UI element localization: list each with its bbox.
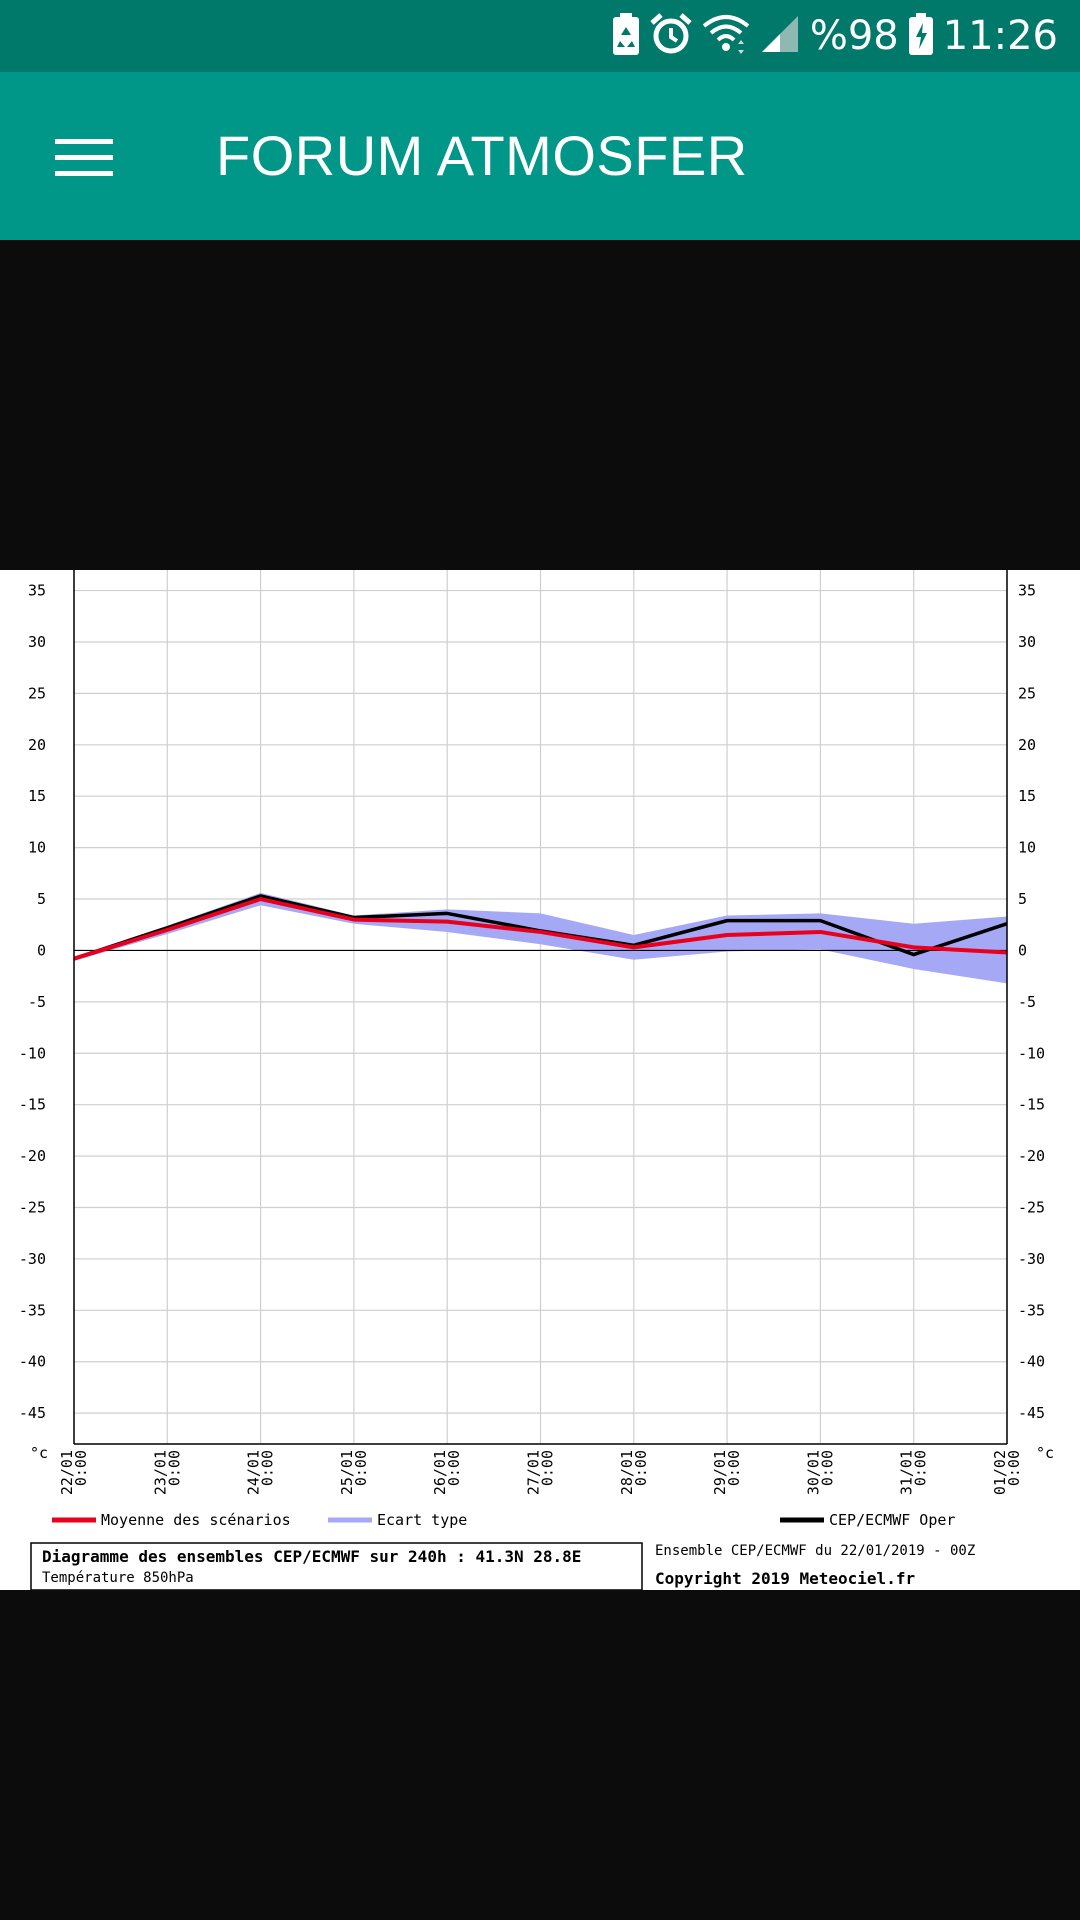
y-tick-right-15: -40 [1018,1353,1045,1371]
status-bar: %98 11:26 [0,0,1080,72]
battery-percentage: %98 [809,13,899,59]
x-tick-date-5: 27/01 [525,1450,543,1495]
x-tick-date-6: 28/01 [618,1450,636,1495]
y-tick-left-12: -25 [19,1199,46,1217]
y-tick-right-8: -5 [1018,993,1036,1011]
menu-button[interactable] [38,112,130,204]
y-tick-right-14: -35 [1018,1301,1045,1319]
battery-charging-icon [908,12,933,60]
ecart-type-band [74,892,1007,984]
y-tick-left-9: -10 [19,1044,46,1062]
x-tick-time-6: 0:00 [632,1450,650,1486]
signal-icon [760,14,800,59]
x-tick-time-3: 0:00 [352,1450,370,1486]
y-unit-label-left: °c [30,1444,48,1462]
x-tick-time-5: 0:00 [539,1450,557,1486]
x-tick-date-3: 25/01 [338,1450,356,1495]
y-tick-left-13: -30 [19,1250,46,1268]
x-tick-date-0: 22/01 [58,1450,76,1495]
y-tick-left-0: 35 [28,582,46,600]
x-tick-date-8: 30/01 [804,1450,822,1495]
wifi-icon [702,14,750,59]
copyright: Copyright 2019 Meteociel.fr [655,1569,915,1588]
x-tick-time-7: 0:00 [725,1450,743,1486]
run-info: Ensemble CEP/ECMWF du 22/01/2019 - 00Z [655,1543,975,1559]
y-tick-right-7: 0 [1018,941,1027,959]
info-box [30,1542,643,1590]
forecast-chart-image[interactable]: 35 35 30 30 25 25 20 20 15 15 10 10 5 5 0 0 -5 -5 -10 -10 -1… [0,570,1080,1590]
y-tick-left-16: -45 [19,1404,46,1422]
y-tick-left-6: 5 [37,890,46,908]
y-tick-left-3: 20 [28,736,46,754]
app-title: FORUM ATMOSFER [216,124,748,187]
y-tick-right-4: 15 [1018,787,1036,805]
legend-label-oper: CEP/ECMWF Oper [829,1511,955,1529]
legend-label-mean: Moyenne des scénarios [101,1511,291,1529]
x-tick-date-2: 24/01 [245,1450,263,1495]
y-tick-right-10: -15 [1018,1096,1045,1114]
x-tick-time-9: 0:00 [912,1450,930,1486]
y-tick-left-11: -20 [19,1147,46,1165]
y-tick-left-14: -35 [19,1301,46,1319]
y-tick-left-10: -15 [19,1096,46,1114]
x-tick-time-0: 0:00 [72,1450,90,1486]
y-tick-right-1: 30 [1018,633,1036,651]
y-unit-label-right: °c [1036,1444,1054,1462]
y-tick-right-3: 20 [1018,736,1036,754]
hamburger-menu-icon [55,139,113,176]
y-tick-right-13: -30 [1018,1250,1045,1268]
y-tick-right-2: 25 [1018,684,1036,702]
y-tick-left-5: 10 [28,839,46,857]
x-tick-time-8: 0:00 [818,1450,836,1486]
series-line-mean [73,897,1008,961]
x-tick-date-7: 29/01 [711,1450,729,1495]
chart-title: Diagramme des ensembles CEP/ECMWF sur 24… [42,1547,581,1566]
alarm-icon [650,12,692,60]
status-icons: %98 11:26 [612,0,1058,72]
y-tick-left-8: -5 [28,993,46,1011]
y-tick-right-11: -20 [1018,1147,1045,1165]
y-tick-left-2: 25 [28,684,46,702]
y-tick-right-6: 5 [1018,890,1027,908]
battery-saver-icon [612,12,640,60]
legend-label-ecart: Ecart type [377,1511,467,1529]
x-tick-date-9: 31/01 [898,1450,916,1495]
x-tick-time-4: 0:00 [445,1450,463,1486]
image-letterbox-bottom [0,1590,1080,1920]
ensemble-chart: 35 35 30 30 25 25 20 20 15 15 10 10 5 5 0 0 -5 -5 -10 -10 -1… [19,570,1054,1590]
x-tick-time-10: 0:00 [1005,1450,1023,1486]
y-tick-right-0: 35 [1018,582,1036,600]
y-tick-right-9: -10 [1018,1044,1045,1062]
y-tick-left-1: 30 [28,633,46,651]
image-letterbox-top [0,240,1080,570]
clock: 11:26 [942,13,1058,59]
app-bar: FORUM ATMOSFER [0,72,1080,240]
y-tick-right-5: 10 [1018,839,1036,857]
x-tick-date-10: 01/02 [991,1450,1009,1495]
y-tick-right-16: -45 [1018,1404,1045,1422]
y-tick-left-7: 0 [37,941,46,959]
x-tick-date-4: 26/01 [431,1450,449,1495]
y-tick-right-12: -25 [1018,1199,1045,1217]
y-tick-left-15: -40 [19,1353,46,1371]
x-tick-time-2: 0:00 [259,1450,277,1486]
x-tick-date-1: 23/01 [151,1450,169,1495]
x-tick-time-1: 0:00 [165,1450,183,1486]
y-tick-left-4: 15 [28,787,46,805]
chart-subtitle: Température 850hPa [42,1570,194,1586]
